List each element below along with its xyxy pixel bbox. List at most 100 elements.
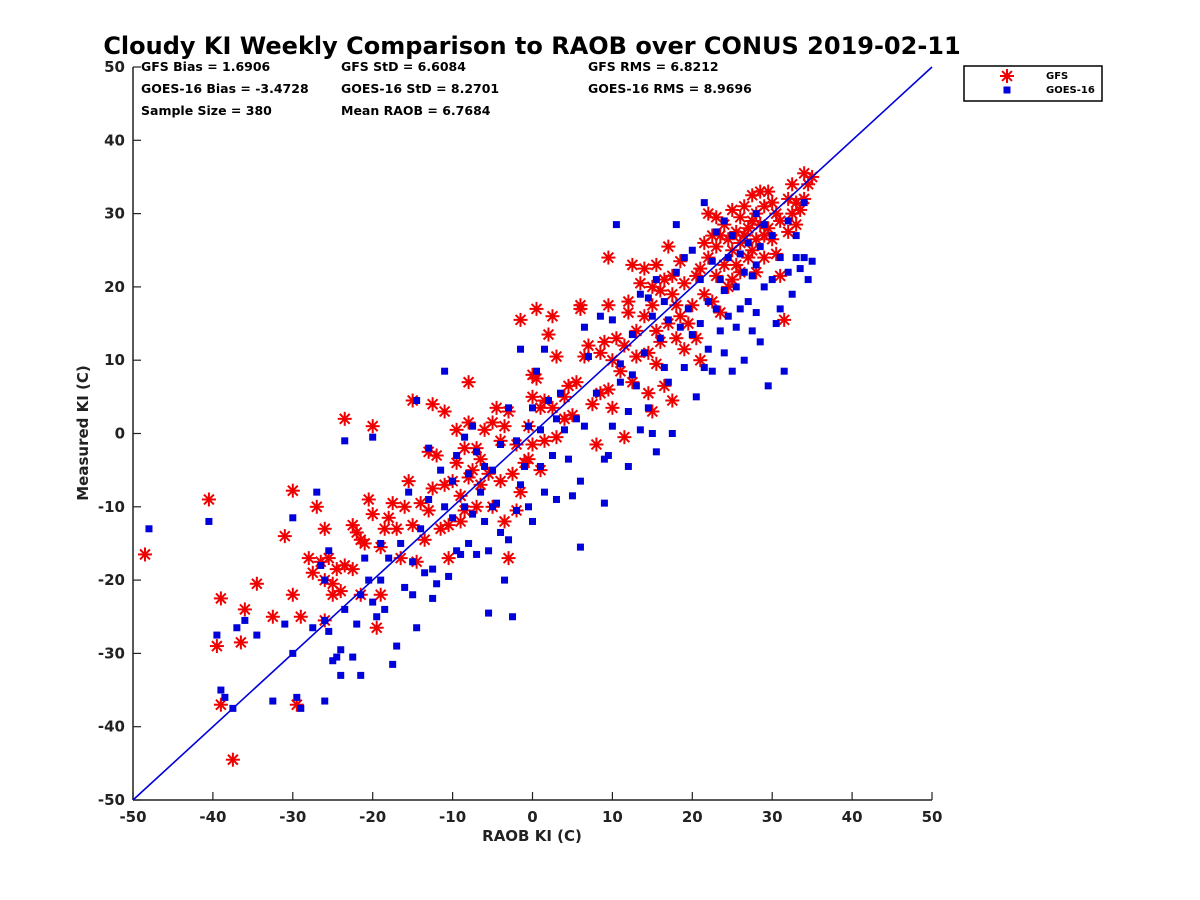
gfs-point (493, 474, 508, 489)
goes16-point (325, 627, 333, 635)
goes16-point (720, 349, 728, 357)
goes16-point (736, 305, 744, 313)
gfs-point (601, 250, 616, 265)
goes16-point (517, 345, 525, 353)
goes16-point (377, 539, 385, 547)
legend-goes16-marker (1003, 86, 1011, 94)
goes16-point (760, 283, 768, 291)
goes16-point (525, 422, 533, 430)
goes16-point (485, 547, 493, 555)
gfs-point (665, 287, 680, 302)
gfs-point (721, 232, 736, 247)
goes16-point (792, 232, 800, 240)
goes16-point (732, 283, 740, 291)
y-tick-label: -50 (98, 791, 125, 809)
goes16-point (712, 305, 720, 313)
gfs-point (777, 312, 792, 327)
goes16-point (660, 298, 668, 306)
y-tick-label: 50 (104, 58, 125, 76)
goes16-point (668, 430, 676, 437)
gfs-point (345, 518, 360, 533)
gfs-point (709, 239, 724, 254)
goes16-point (481, 517, 489, 525)
goes16-rms: GOES-16 RMS = 8.9696 (588, 81, 752, 96)
goes16-point (536, 426, 544, 434)
goes16-point (748, 272, 756, 280)
goes16-point (700, 364, 708, 372)
goes16-point (552, 415, 560, 423)
statistics-annotations: GFS Bias = 1.6906 GFS StD = 6.6084 GFS R… (141, 59, 752, 118)
goes16-point (752, 261, 760, 269)
goes16-point (752, 210, 760, 218)
goes16-point (421, 569, 429, 577)
goes16-point (688, 246, 696, 254)
gfs-point (485, 415, 500, 430)
goes16-point (473, 550, 481, 558)
y-tick-label: 10 (104, 351, 125, 369)
goes16-point (740, 268, 748, 276)
legend-gfs-symbol (1000, 69, 1014, 83)
gfs-point (249, 576, 264, 591)
gfs-point (789, 217, 804, 232)
legend-goes16-symbol (1003, 86, 1011, 94)
gfs-point (361, 492, 376, 507)
gfs-point (541, 327, 556, 342)
goes16-point (205, 517, 213, 525)
goes16-point (409, 591, 417, 599)
goes16-point (716, 276, 724, 284)
gfs-point (137, 547, 152, 562)
goes16-point (628, 371, 636, 379)
gfs-point (265, 609, 280, 624)
gfs-point (425, 481, 440, 496)
gfs-point (601, 298, 616, 313)
goes16-point (469, 510, 477, 518)
gfs-point (201, 492, 216, 507)
gfs-point (733, 210, 748, 225)
gfs-point (773, 213, 788, 228)
goes16-point (449, 477, 457, 485)
gfs-point (449, 422, 464, 437)
goes16-point (289, 514, 297, 522)
goes16-point (572, 415, 580, 423)
gfs-point (757, 250, 772, 265)
goes16-point (309, 624, 317, 632)
goes16-point (576, 477, 584, 485)
gfs-point (317, 521, 332, 536)
goes16-point (337, 671, 345, 679)
goes16-point (752, 309, 760, 317)
gfs-point (213, 591, 228, 606)
y-tick-label: 40 (104, 131, 125, 149)
x-tick-label: 20 (682, 808, 703, 826)
reference-line-group (132, 66, 933, 801)
goes16-point (529, 404, 536, 412)
goes16-point (764, 382, 772, 390)
goes16-point (341, 605, 349, 613)
goes16-point (441, 367, 449, 375)
plot-axes: -50 -40 -30 -20 -10 0 10 20 30 40 50 -50 -40 -30 -20 -1… (98, 58, 943, 826)
goes16-point (293, 693, 301, 701)
goes16-point (493, 499, 501, 507)
legend-goes16-label: GOES-16 (1046, 85, 1095, 96)
goes16-point (321, 616, 329, 624)
goes16-point (281, 620, 289, 628)
goes16-point (748, 327, 756, 335)
gfs-point (649, 257, 664, 272)
goes16-point (644, 294, 652, 302)
gfs-point (765, 195, 780, 210)
y-tick-label: -40 (98, 718, 125, 736)
x-tick-label: -40 (199, 808, 226, 826)
goes16-point (217, 686, 225, 694)
goes16-point (461, 433, 469, 441)
goes16-point (513, 506, 521, 514)
goes16-point (417, 525, 425, 533)
gfs-point (309, 499, 324, 514)
goes16-point (768, 276, 776, 284)
goes16-point (297, 704, 305, 712)
sample-size: Sample Size = 380 (141, 103, 272, 118)
goes16-point (648, 312, 656, 320)
gfs-point (457, 441, 472, 456)
goes16-series (145, 199, 816, 712)
goes16-point (337, 646, 345, 654)
goes16-point (453, 451, 461, 459)
